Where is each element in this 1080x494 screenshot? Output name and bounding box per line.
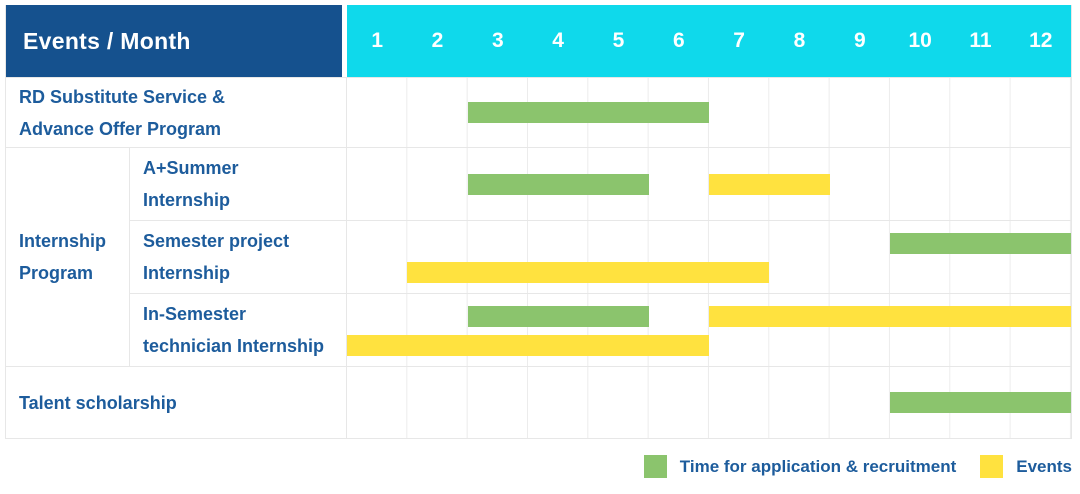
group-label-line: Internship <box>19 231 107 251</box>
month-header-9: 9 <box>853 29 866 52</box>
timeline-cell-rd-substitute <box>347 78 1071 147</box>
table-row-talent-scholarship: Talent scholarship <box>6 366 1071 438</box>
row-label-line: Semester project <box>143 231 290 251</box>
timeline-cell-in-semester <box>347 294 1071 366</box>
row-label-line: In-Semester <box>143 304 247 324</box>
group-label-cell-internship-program: Internship Program <box>6 148 130 366</box>
months-header-strip: 1 2 3 4 5 6 7 8 9 10 11 12 <box>347 5 1071 77</box>
recruitment-bar <box>467 306 649 327</box>
month-header-12: 12 <box>1029 29 1053 52</box>
table-row-semester-project: Semester project Internship <box>130 220 1071 293</box>
row-label-line: Advance Offer Program <box>19 118 222 139</box>
month-header-5: 5 <box>612 29 625 52</box>
events-bar <box>407 262 770 283</box>
events-month-header-label: Events / Month <box>23 27 191 54</box>
row-label-line: Internship <box>143 263 231 283</box>
internship-program-block: Internship Program A+Summer Internship <box>6 147 1071 366</box>
events-legend-label: Events <box>1016 456 1072 476</box>
month-header-4: 4 <box>552 29 564 52</box>
legend: Time for application & recruitment Event… <box>643 455 1072 478</box>
recruitment-bar <box>890 392 1071 413</box>
month-header-8: 8 <box>793 29 806 52</box>
table-row-a-summer: A+Summer Internship <box>130 148 1071 220</box>
events-bar <box>709 306 1071 327</box>
month-header-2: 2 <box>431 29 444 52</box>
month-header-7: 7 <box>733 29 745 52</box>
recruitment-bar <box>890 233 1071 254</box>
row-label-cell: Semester project Internship <box>130 221 347 293</box>
month-header-11: 11 <box>969 29 992 52</box>
table-row-in-semester: In-Semester technician Internship <box>130 293 1071 366</box>
recruitment-legend-label: Time for application & recruitment <box>679 456 957 476</box>
row-label-line: Talent scholarship <box>19 392 177 413</box>
row-label-line: Internship <box>143 190 231 210</box>
row-label-line: RD Substitute Service & <box>19 86 226 107</box>
month-header-3: 3 <box>491 29 504 52</box>
row-label-cell: RD Substitute Service & Advance Offer Pr… <box>6 78 347 147</box>
row-label-line: technician Internship <box>143 336 325 356</box>
internship-sub-rows: A+Summer Internship Semester project Int… <box>130 148 1071 366</box>
events-bar <box>347 335 709 356</box>
row-label-cell: Talent scholarship <box>6 367 347 438</box>
recruitment-bar <box>467 102 709 123</box>
gantt-table: Events / Month 1 2 3 4 5 6 7 8 9 10 11 1… <box>5 5 1072 439</box>
row-label-cell: A+Summer Internship <box>130 148 347 220</box>
events-bar <box>709 173 830 195</box>
recruitment-legend-swatch <box>643 455 667 478</box>
month-header-1: 1 <box>371 29 383 52</box>
group-label-line: Program <box>19 263 94 283</box>
month-header-6: 6 <box>672 29 685 52</box>
timeline-cell-a-summer <box>347 148 1071 220</box>
row-label-line: A+Summer <box>143 158 239 178</box>
table-header-row: Events / Month 1 2 3 4 5 6 7 8 9 10 11 1… <box>6 5 1071 77</box>
events-month-header-cell: Events / Month <box>6 5 347 77</box>
month-header-10: 10 <box>908 29 932 52</box>
table-row-rd-substitute: RD Substitute Service & Advance Offer Pr… <box>6 77 1071 147</box>
events-legend-swatch <box>980 455 1004 478</box>
row-label-cell: In-Semester technician Internship <box>130 294 347 366</box>
recruitment-bar <box>467 173 649 195</box>
timeline-cell-talent-scholarship <box>347 367 1071 438</box>
timeline-cell-semester-project <box>347 221 1071 293</box>
